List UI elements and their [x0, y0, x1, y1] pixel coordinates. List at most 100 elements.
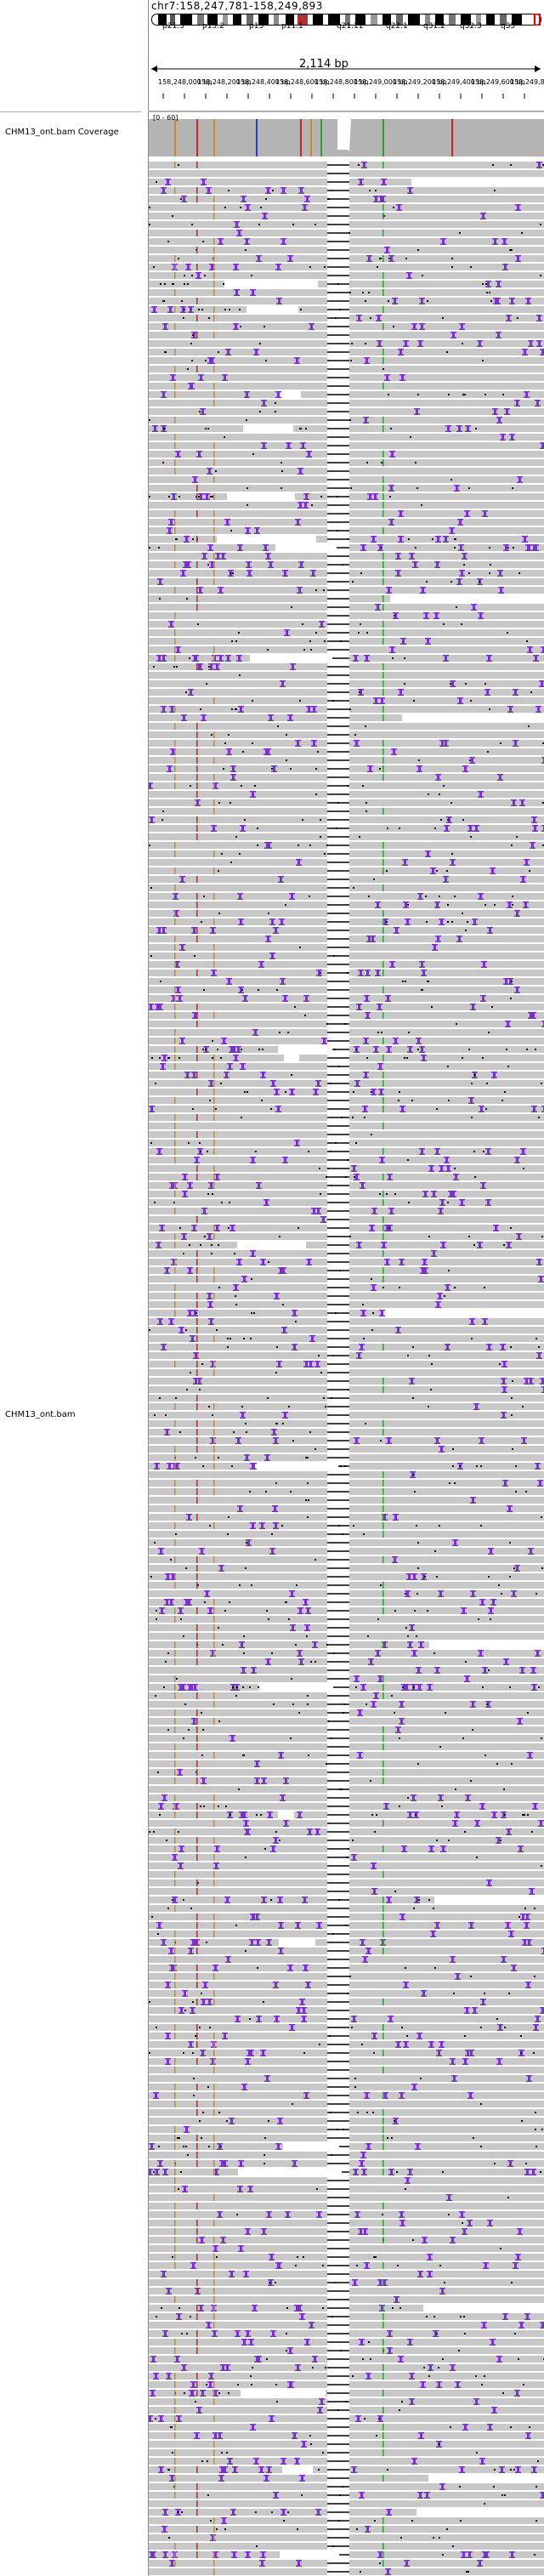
insertion-marker — [304, 502, 307, 509]
insertion-cap — [199, 1553, 205, 1555]
insertion-cap — [289, 2029, 295, 2031]
insertion-cap — [280, 1800, 286, 1801]
small-deletion — [229, 1601, 230, 1603]
ruler[interactable] — [150, 54, 542, 105]
insertion-marker — [436, 1667, 439, 1674]
insertion-cap — [297, 587, 303, 589]
insertion-marker — [257, 1939, 259, 1946]
insertion-cap — [188, 2041, 194, 2043]
insertion-marker — [173, 1854, 176, 1861]
small-deletion — [455, 538, 456, 540]
insertion-marker — [522, 1148, 524, 1155]
insertion-cap — [503, 1658, 509, 1660]
coverage-track[interactable] — [149, 112, 544, 156]
insertion-cap — [358, 2233, 364, 2235]
panel-divider[interactable] — [141, 0, 148, 2576]
insertion-cap — [479, 1106, 484, 1107]
cytoband-label: p21.3 — [162, 22, 184, 31]
insertion-cap — [438, 1800, 444, 1801]
insertion-marker — [505, 1658, 507, 1665]
insertion-marker — [291, 1089, 293, 1095]
insertion-cap — [200, 408, 206, 410]
insertion-marker — [370, 1658, 372, 1665]
insertion-marker — [161, 1607, 163, 1614]
small-deletion — [488, 1032, 490, 1033]
insertion-marker — [208, 1293, 211, 1299]
insertion-marker — [240, 2160, 242, 2167]
chromosome-ideogram[interactable] — [151, 14, 541, 26]
mismatch — [196, 1854, 198, 1861]
insertion-cap — [406, 1578, 412, 1580]
small-deletion — [436, 1576, 438, 1578]
insertion-marker — [419, 340, 422, 347]
insertion-marker — [524, 901, 527, 908]
insertion-marker — [162, 655, 165, 662]
insertion-marker — [297, 1922, 299, 1929]
insertion-marker — [503, 1361, 506, 1368]
small-deletion — [377, 266, 378, 268]
insertion-marker — [502, 434, 504, 441]
small-deletion — [326, 1176, 327, 1178]
insertion-marker — [439, 1590, 442, 1597]
mismatch — [174, 740, 176, 747]
small-deletion — [270, 1899, 272, 1901]
insertion-cap — [192, 1012, 198, 1014]
insertion-cap — [359, 1344, 365, 1345]
insertion-cap — [191, 927, 197, 929]
insertion-cap — [427, 2259, 433, 2260]
insertion-marker — [313, 1208, 315, 1214]
small-deletion — [202, 2112, 204, 2113]
insertion-cap — [298, 192, 304, 194]
mismatch — [174, 255, 176, 262]
small-deletion — [388, 1227, 390, 1229]
insertion-cap — [178, 1612, 184, 1614]
small-deletion — [258, 1686, 259, 1688]
mismatch — [174, 1522, 176, 1529]
small-deletion — [223, 768, 224, 770]
insertion-cap — [269, 2259, 275, 2260]
insertion-cap — [393, 617, 399, 619]
insertion-marker — [373, 1208, 376, 1214]
insertion-cap — [405, 924, 411, 925]
mismatch — [174, 1038, 176, 1044]
small-deletion — [266, 1610, 268, 1612]
insertion-marker — [247, 1539, 250, 1546]
insertion-marker — [239, 1505, 241, 1512]
insertion-cap — [192, 1017, 198, 1019]
insertion-cap — [386, 1902, 392, 1903]
insertion-cap — [306, 456, 312, 458]
small-deletion — [420, 2078, 422, 2079]
small-deletion — [371, 1134, 372, 1135]
insertion-cap — [377, 1068, 383, 1070]
insertion-cap — [471, 604, 477, 606]
mismatch — [213, 366, 215, 372]
mismatch — [174, 1650, 176, 1657]
insertion-cap — [161, 396, 167, 398]
insertion-cap — [161, 1944, 167, 1946]
insertion-cap — [364, 660, 370, 662]
small-deletion — [229, 1202, 230, 1203]
insertion-marker — [368, 935, 371, 942]
insertion-cap — [379, 697, 385, 699]
insertion-cap — [177, 995, 183, 997]
insertion-cap — [458, 549, 464, 551]
insertion-marker — [275, 927, 277, 934]
insertion-cap — [434, 901, 440, 903]
insertion-marker — [359, 1752, 361, 1759]
alignment-track[interactable] — [149, 158, 544, 2576]
mismatch — [382, 1225, 384, 1231]
insertion-marker — [240, 706, 242, 713]
small-deletion — [451, 266, 453, 268]
alignment-track-name[interactable]: CHM13_ont.bam — [5, 1410, 76, 1419]
small-deletion — [422, 989, 423, 991]
insertion-cap — [392, 1561, 398, 1563]
insertion-cap — [468, 1927, 474, 1929]
insertion-cap — [403, 1987, 409, 1988]
small-deletion — [513, 1567, 515, 1569]
insertion-cap — [207, 544, 213, 546]
insertion-cap — [161, 391, 167, 393]
insertion-cap — [501, 1412, 507, 1413]
insertion-marker — [238, 1259, 241, 1265]
insertion-marker — [505, 544, 507, 551]
coverage-track-name[interactable]: CHM13_ont.bam Coverage — [5, 128, 119, 137]
